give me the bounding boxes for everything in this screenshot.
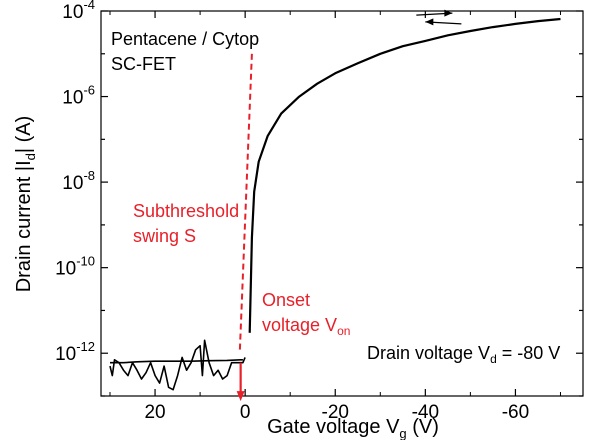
x-axis-title-unit: (V) xyxy=(412,416,439,438)
data-series xyxy=(109,17,561,391)
y-tick-label: 10-10 xyxy=(55,254,95,280)
x-axis-title: Gate voltage Vg (V) xyxy=(267,416,439,440)
x-tick-label: -20 xyxy=(322,402,349,423)
y-axis-title: Drain current |Id| (A) xyxy=(13,116,38,293)
y-axis-title-subscript: d xyxy=(23,153,38,160)
device-label-line1: Pentacene / Cytop xyxy=(111,29,259,49)
drain-voltage-label: Drain voltage Vd = -80 V xyxy=(367,343,560,366)
hysteresis-arrows xyxy=(416,9,462,26)
series-line xyxy=(110,358,243,364)
y-tick-label: 10-12 xyxy=(55,339,95,365)
subthreshold-label-line1: Subthreshold xyxy=(133,201,239,221)
y-tick-label: 10-4 xyxy=(62,0,95,23)
x-tick-labels: 20 0 -20 -40 -60 xyxy=(144,402,529,423)
plot-frame xyxy=(100,10,584,397)
subthreshold-label-line2: swing S xyxy=(133,226,196,246)
x-axis-title-subscript: g xyxy=(399,426,406,440)
x-tick-label: 0 xyxy=(240,402,251,423)
axis-ticks xyxy=(101,10,583,397)
y-tick-label: 10-6 xyxy=(62,83,95,109)
x-tick-label: -40 xyxy=(412,402,439,423)
backward-sweep-arrow-head xyxy=(425,18,434,26)
onset-arrow-head xyxy=(236,391,245,402)
y-tick-label: 10-8 xyxy=(62,168,95,194)
y-tick-labels: 10-12 10-10 10-8 10-6 10-4 xyxy=(55,0,95,365)
onset-label-line2: voltage Von xyxy=(262,315,350,338)
device-label-line2: SC-FET xyxy=(111,54,176,74)
drain-voltage-subscript: d xyxy=(490,352,497,366)
x-tick-label: 20 xyxy=(144,402,165,423)
onset-label-line1: Onset xyxy=(262,290,310,310)
onset-marker xyxy=(236,362,245,402)
forward-sweep-arrow-head xyxy=(444,9,453,17)
onset-label-subscript: on xyxy=(337,324,350,338)
series-line xyxy=(248,17,561,333)
x-tick-label: -60 xyxy=(502,402,529,423)
series-line xyxy=(109,339,246,391)
